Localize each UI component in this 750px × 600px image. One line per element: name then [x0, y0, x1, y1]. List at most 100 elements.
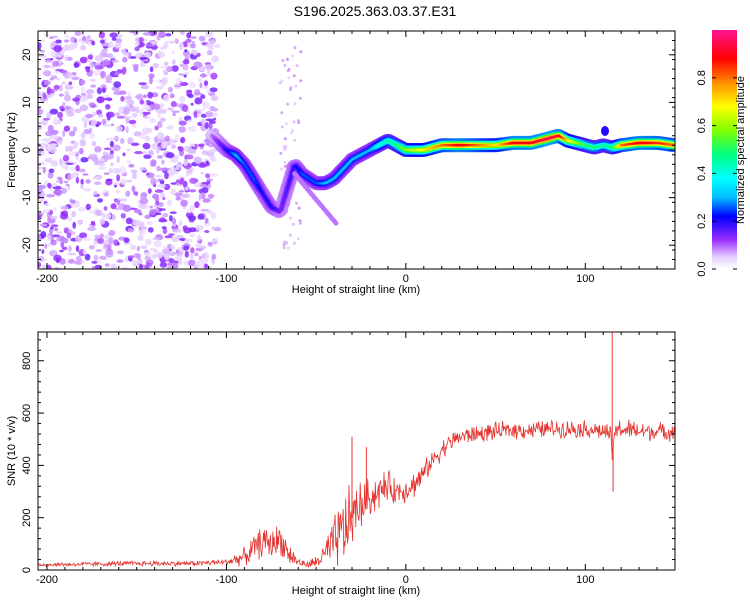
snr-panel: -200 -100 0 100 0 200 400 600 800 Height of str… [6, 331, 676, 597]
noise-blob [125, 126, 129, 134]
noise-blob [212, 117, 217, 121]
noise-blob [94, 65, 104, 70]
noise-blob [144, 249, 149, 253]
noise-blob [62, 154, 70, 162]
noise-blob [207, 241, 213, 246]
noise-blob [109, 149, 114, 155]
noise-blob [87, 54, 93, 60]
noise-blob [164, 41, 170, 45]
y-tick-label: 800 [21, 352, 33, 370]
noise-blob [143, 94, 147, 99]
noise-blob [43, 93, 47, 100]
noise-blob [115, 38, 123, 44]
noise-blob [210, 95, 219, 102]
noise-blob [84, 253, 91, 261]
noise-blob [206, 50, 213, 56]
noise-blob [68, 160, 73, 164]
noise-blob [79, 232, 88, 239]
noise-blob [198, 188, 204, 194]
noise-blob [126, 148, 131, 152]
noise-blob [86, 93, 93, 99]
noise-blob [144, 51, 151, 58]
noise-blob [190, 43, 196, 49]
noise-blob [49, 108, 59, 115]
noise-blob [133, 131, 142, 137]
noise-blob [157, 51, 166, 58]
noise-blob [72, 221, 76, 229]
noise-blob [297, 206, 301, 210]
noise-blob [188, 81, 196, 89]
noise-blob [128, 119, 137, 125]
noise-blob [80, 184, 84, 189]
noise-blob [155, 197, 160, 202]
noise-blob [74, 108, 82, 114]
noise-blob [140, 60, 145, 68]
noise-blob [51, 182, 58, 187]
noise-blob [210, 72, 218, 80]
noise-blob [71, 210, 76, 218]
noise-blob [94, 158, 98, 166]
noise-blob [79, 104, 89, 112]
noise-blob [97, 198, 103, 203]
noise-blob [122, 68, 126, 76]
noise-blob [155, 200, 160, 206]
noise-blob [126, 99, 135, 105]
noise-blob [189, 177, 198, 184]
noise-blob [64, 34, 70, 38]
noise-blob [198, 193, 202, 201]
noise-blob [41, 197, 46, 203]
noise-blob [99, 233, 104, 239]
noise-blob [188, 125, 197, 132]
noise-blob [60, 241, 65, 248]
noise-blob [127, 91, 132, 98]
noise-blob [109, 140, 114, 148]
noise-blob [50, 93, 55, 96]
noise-blob [149, 118, 156, 124]
noise-blob [179, 80, 183, 84]
noise-blob [39, 223, 48, 227]
noise-blob [170, 101, 177, 108]
noise-blob [205, 64, 211, 71]
noise-blob [281, 59, 285, 62]
noise-blob [295, 64, 299, 68]
noise-blob [141, 127, 151, 135]
noise-blob [125, 179, 133, 183]
noise-blob [99, 255, 107, 260]
noise-blob [164, 135, 170, 142]
noise-blob [188, 215, 197, 222]
noise-blob [115, 112, 121, 117]
noise-blob [40, 138, 50, 142]
noise-blob [38, 42, 42, 50]
noise-blob [204, 122, 209, 129]
noise-blob [59, 105, 64, 110]
noise-blob [197, 213, 205, 220]
y-tick-label: 0 [21, 147, 33, 153]
noise-blob [91, 41, 96, 46]
noise-blob [178, 42, 184, 50]
noise-blob [138, 37, 144, 43]
noise-blob [185, 38, 192, 43]
noise-blob [211, 253, 217, 260]
noise-blob [63, 180, 69, 184]
noise-blob [182, 64, 189, 71]
noise-blob [120, 178, 127, 185]
noise-blob [171, 217, 177, 225]
noise-blob [171, 59, 176, 65]
noise-blob [81, 40, 86, 45]
noise-blob [104, 263, 110, 267]
y-tick-label: -10 [21, 190, 33, 206]
noise-blob [123, 242, 133, 246]
noise-blob [95, 123, 100, 128]
noise-blob [39, 142, 47, 148]
noise-blob [133, 64, 139, 72]
y-tick-label: 200 [21, 509, 33, 527]
noise-blob [285, 122, 288, 126]
noise-blob [85, 203, 92, 211]
noise-blob [108, 230, 116, 236]
noise-blob [108, 167, 113, 174]
noise-blob [200, 192, 206, 199]
noise-blob [111, 59, 119, 63]
noise-blob [88, 210, 98, 214]
noise-blob [103, 172, 110, 175]
noise-blob [180, 31, 185, 36]
